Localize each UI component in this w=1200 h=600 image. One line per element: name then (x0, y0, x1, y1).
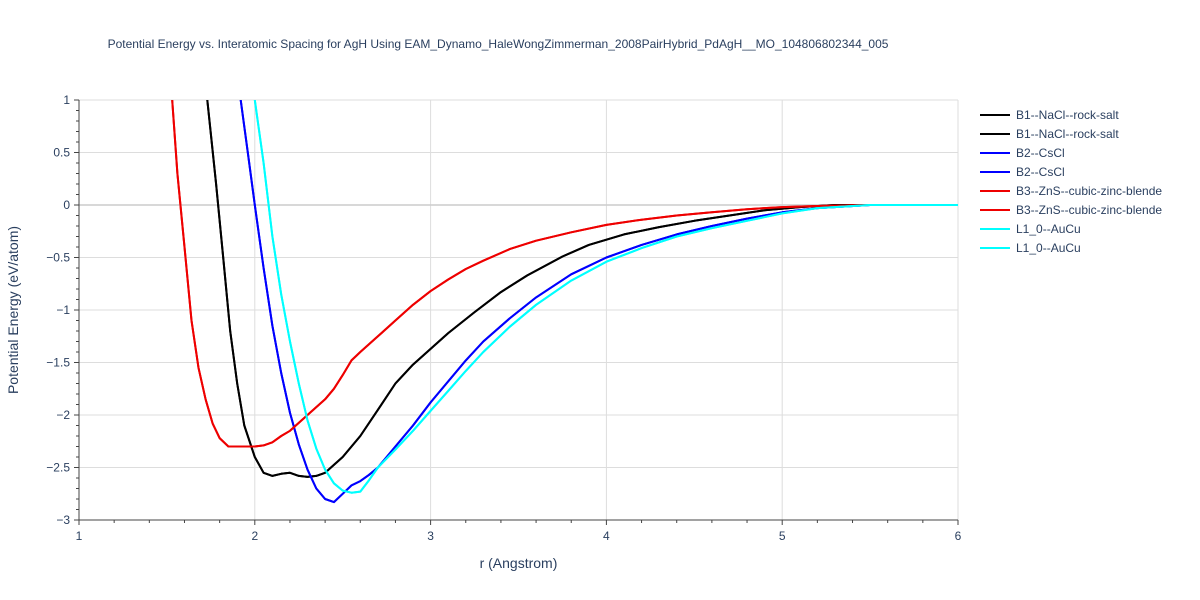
legend-swatch (980, 132, 1010, 135)
tick-labels: 1 2 3 4 5 6 1 0.5 0 −0.5 −1 −1.5 −2 −2.5 −3 (46, 93, 961, 543)
x-tick-label: 6 (955, 529, 962, 543)
y-tick-label: −2 (56, 408, 70, 422)
legend-label: B3--ZnS--cubic-zinc-blende (1016, 183, 1163, 198)
series-line-3 (239, 100, 958, 504)
legend-label: L1_0--AuCu (1016, 240, 1081, 255)
x-axis-title: r (Angstrom) (480, 555, 558, 571)
series-line-2 (239, 100, 958, 504)
legend-swatch (980, 113, 1010, 116)
legend-swatch (980, 170, 1010, 173)
legend-item[interactable]: B1--NaCl--rock-salt (980, 124, 1162, 143)
legend-label: B2--CsCl (1016, 164, 1065, 179)
legend-label: B1--NaCl--rock-salt (1016, 126, 1119, 141)
series-line-5 (171, 100, 958, 448)
legend-swatch (980, 227, 1010, 230)
chart-title: Potential Energy vs. Interatomic Spacing… (107, 37, 889, 51)
series-line-4 (171, 100, 958, 448)
legend-item[interactable]: L1_0--AuCu (980, 238, 1162, 257)
legend-item[interactable]: B1--NaCl--rock-salt (980, 105, 1162, 124)
y-tick-label: −3 (56, 513, 70, 527)
y-tick-label: −2.5 (46, 461, 70, 475)
x-tick-label: 3 (427, 529, 434, 543)
legend-label: B2--CsCl (1016, 145, 1065, 160)
y-tick-label: 1 (63, 93, 70, 107)
legend-swatch (980, 189, 1010, 192)
series-layer (171, 100, 958, 504)
legend-swatch (980, 151, 1010, 154)
legend-item[interactable]: B2--CsCl (980, 162, 1162, 181)
series-line-0 (206, 100, 958, 478)
legend-item[interactable]: B2--CsCl (980, 143, 1162, 162)
legend-label: L1_0--AuCu (1016, 221, 1081, 236)
x-tick-label: 1 (76, 529, 83, 543)
legend: B1--NaCl--rock-salt B1--NaCl--rock-salt B2… (980, 105, 1162, 257)
legend-item[interactable]: L1_0--AuCu (980, 219, 1162, 238)
legend-item[interactable]: B3--ZnS--cubic-zinc-blende (980, 181, 1162, 200)
y-tick-label: 0 (63, 198, 70, 212)
y-axis-title: Potential Energy (eV/atom) (5, 226, 21, 394)
legend-label: B1--NaCl--rock-salt (1016, 107, 1119, 122)
x-tick-label: 2 (251, 529, 258, 543)
series-line-7 (253, 100, 958, 494)
legend-swatch (980, 208, 1010, 211)
grid (79, 99, 959, 520)
x-tick-label: 5 (779, 529, 786, 543)
y-tick-label: −1 (56, 303, 70, 317)
axes (74, 99, 959, 525)
legend-label: B3--ZnS--cubic-zinc-blende (1016, 202, 1163, 217)
y-tick-label: −0.5 (46, 251, 70, 265)
y-tick-label: 0.5 (53, 146, 70, 160)
x-tick-label: 4 (603, 529, 610, 543)
series-line-1 (206, 100, 958, 478)
legend-swatch (980, 246, 1010, 249)
legend-item[interactable]: B3--ZnS--cubic-zinc-blende (980, 200, 1162, 219)
y-tick-label: −1.5 (46, 356, 70, 370)
